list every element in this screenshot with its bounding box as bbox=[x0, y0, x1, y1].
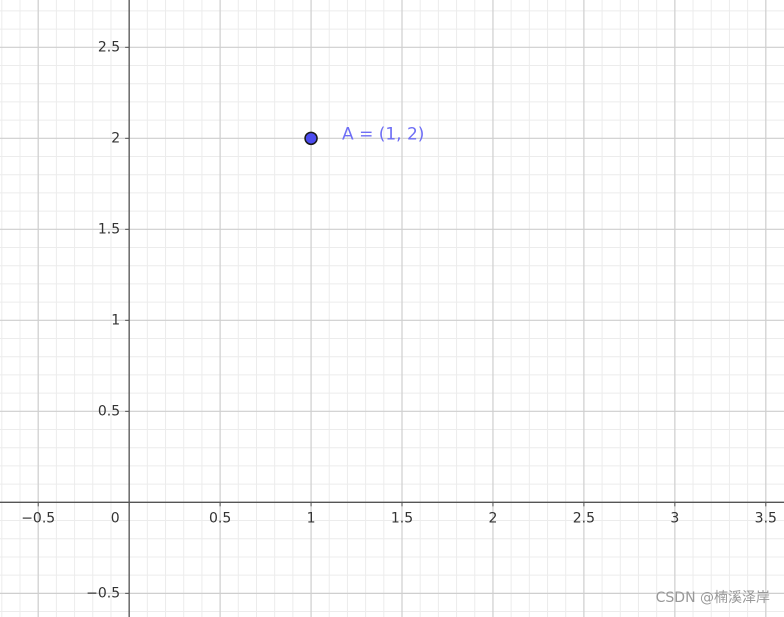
x-tick-label: 2 bbox=[488, 510, 497, 526]
point bbox=[304, 131, 318, 146]
y-tick-label: −0.5 bbox=[86, 585, 120, 601]
y-tick-label: 1.5 bbox=[98, 221, 120, 237]
x-tick-label: 3 bbox=[670, 510, 679, 526]
x-tick-label: 1.5 bbox=[391, 510, 413, 526]
x-tick-label: 1 bbox=[307, 510, 316, 526]
x-tick-label: −0.5 bbox=[21, 510, 55, 526]
x-tick-label: 0.5 bbox=[209, 510, 231, 526]
y-tick-label: 0.5 bbox=[98, 403, 120, 419]
watermark: CSDN @楠溪泽岸 bbox=[656, 590, 770, 606]
point-label: A = (1, 2) bbox=[342, 124, 424, 144]
y-tick-label: 1 bbox=[111, 312, 120, 328]
x-tick-label: 3.5 bbox=[755, 510, 777, 526]
y-tick-label: 2.5 bbox=[98, 39, 120, 55]
x-tick-label: 0 bbox=[111, 510, 120, 526]
x-tick-label: 2.5 bbox=[573, 510, 595, 526]
y-tick-label: 2 bbox=[111, 130, 120, 146]
marks: A = (1, 2) bbox=[304, 124, 424, 146]
